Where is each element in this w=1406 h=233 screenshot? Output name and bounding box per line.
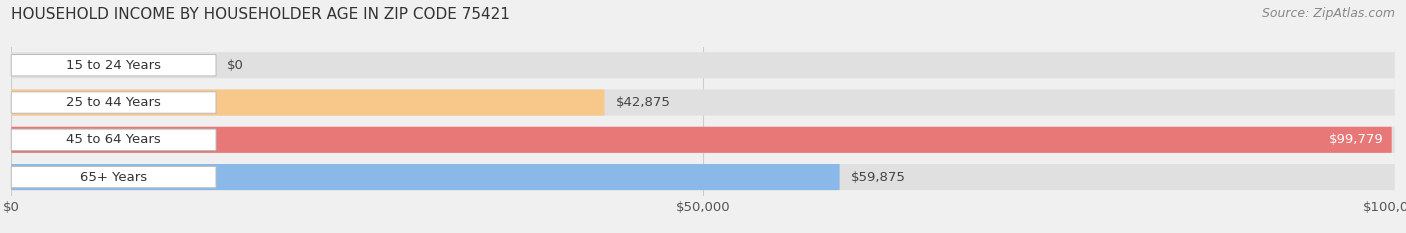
- Text: $59,875: $59,875: [851, 171, 905, 184]
- Text: $0: $0: [228, 59, 245, 72]
- Text: $99,779: $99,779: [1329, 133, 1384, 146]
- Text: 15 to 24 Years: 15 to 24 Years: [66, 59, 162, 72]
- FancyBboxPatch shape: [11, 55, 217, 76]
- FancyBboxPatch shape: [11, 166, 217, 188]
- FancyBboxPatch shape: [11, 129, 217, 151]
- FancyBboxPatch shape: [11, 92, 217, 113]
- FancyBboxPatch shape: [11, 89, 605, 116]
- FancyBboxPatch shape: [11, 164, 839, 190]
- Text: $42,875: $42,875: [616, 96, 671, 109]
- Text: 25 to 44 Years: 25 to 44 Years: [66, 96, 162, 109]
- Text: 45 to 64 Years: 45 to 64 Years: [66, 133, 162, 146]
- FancyBboxPatch shape: [11, 52, 1395, 78]
- FancyBboxPatch shape: [11, 127, 1392, 153]
- FancyBboxPatch shape: [11, 164, 1395, 190]
- FancyBboxPatch shape: [11, 89, 1395, 116]
- Text: Source: ZipAtlas.com: Source: ZipAtlas.com: [1261, 7, 1395, 20]
- FancyBboxPatch shape: [11, 127, 1395, 153]
- Text: 65+ Years: 65+ Years: [80, 171, 148, 184]
- Text: HOUSEHOLD INCOME BY HOUSEHOLDER AGE IN ZIP CODE 75421: HOUSEHOLD INCOME BY HOUSEHOLDER AGE IN Z…: [11, 7, 510, 22]
